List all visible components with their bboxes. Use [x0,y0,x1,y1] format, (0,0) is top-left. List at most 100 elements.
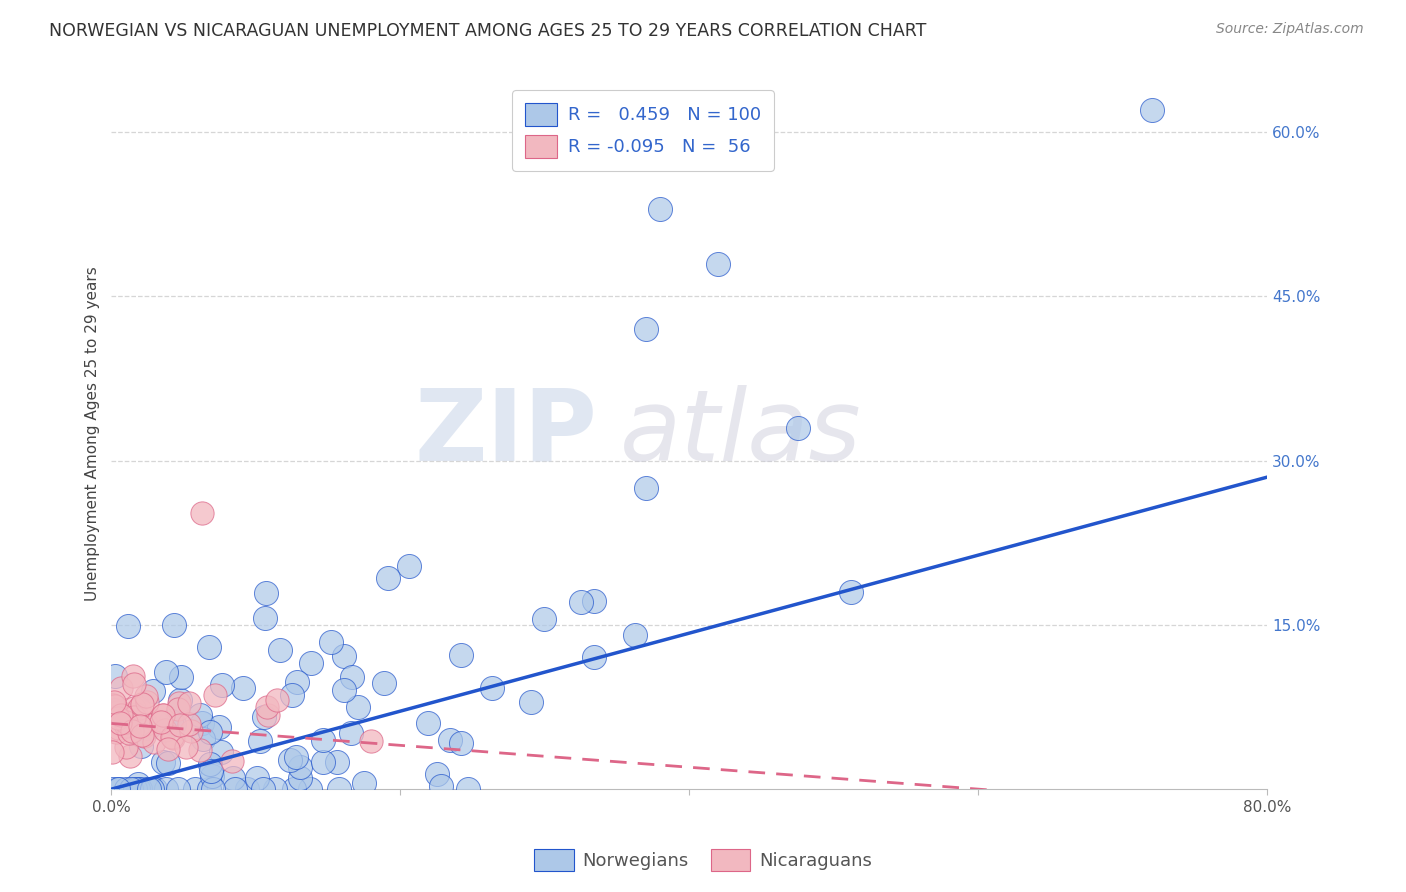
Point [246,771,269,785]
Point [201,782,224,797]
Point [179,717,201,731]
Point [103,695,125,709]
Point [115,782,138,797]
Point [101,698,124,712]
Point [110,707,132,722]
Point [167,696,190,710]
Point [105,705,128,719]
Point [131,728,153,742]
Point [231,681,253,695]
Point [786,421,808,435]
Legend: R =   0.459   N = 100, R = -0.095   N =  56: R = 0.459 N = 100, R = -0.095 N = 56 [512,90,775,170]
Point [104,703,127,717]
Point [117,713,139,727]
Point [135,695,157,709]
Point [457,782,479,797]
Point [157,756,180,770]
Point [152,755,174,769]
Point [121,723,143,738]
Point [155,665,177,679]
Point [191,506,214,520]
Point [284,750,307,764]
Point [198,725,221,739]
Point [135,717,157,731]
Point [115,714,138,729]
Point [360,734,382,748]
Point [117,619,139,633]
Point [131,698,153,712]
Point [128,777,150,791]
Point [122,700,145,714]
Point [204,688,226,702]
Point [197,640,219,654]
Point [253,710,276,724]
Point [398,559,420,574]
Point [333,649,356,664]
Point [174,739,197,754]
Point [450,648,472,663]
Point [180,723,202,738]
Point [107,721,129,735]
Point [128,782,150,797]
Point [191,732,214,747]
Point [132,729,155,743]
Point [263,782,285,797]
Point [340,670,363,684]
Point [131,739,153,753]
Point [100,745,122,759]
Point [283,782,305,797]
Point [157,742,180,756]
Point [430,780,453,794]
Point [257,708,280,723]
Y-axis label: Unemployment Among Ages 25 to 29 years: Unemployment Among Ages 25 to 29 years [86,266,100,600]
Point [450,736,472,750]
Point [115,740,138,755]
Point [159,714,181,729]
Point [520,695,543,709]
Point [418,716,440,731]
Point [138,721,160,735]
Point [252,782,274,797]
Point [177,696,200,710]
Point [163,716,186,731]
Point [269,642,291,657]
Point [326,756,349,770]
Point [278,754,301,768]
Point [426,767,449,781]
Point [118,706,141,721]
Point [569,595,592,609]
Point [143,735,166,749]
Point [152,707,174,722]
Point [582,594,605,608]
Point [127,782,149,797]
Point [128,700,150,714]
Point [188,743,211,757]
Point [373,676,395,690]
Point [142,684,165,698]
Point [634,481,657,495]
Point [208,721,231,735]
Point [201,769,224,783]
Point [347,700,370,714]
Text: ZIP: ZIP [413,384,598,482]
Point [299,782,322,797]
Point [118,748,141,763]
Point [623,627,645,641]
Point [162,731,184,745]
Point [170,670,193,684]
Text: atlas: atlas [620,384,862,482]
Point [152,708,174,723]
Point [353,775,375,789]
Point [104,668,127,682]
Point [340,725,363,739]
Point [145,714,167,728]
Point [141,782,163,797]
Point [253,611,276,625]
Point [122,677,145,691]
Point [107,711,129,725]
Text: NORWEGIAN VS NICARAGUAN UNEMPLOYMENT AMONG AGES 25 TO 29 YEARS CORRELATION CHART: NORWEGIAN VS NICARAGUAN UNEMPLOYMENT AMO… [49,22,927,40]
Point [110,716,132,731]
Point [104,722,127,736]
Point [221,754,243,768]
Point [166,701,188,715]
